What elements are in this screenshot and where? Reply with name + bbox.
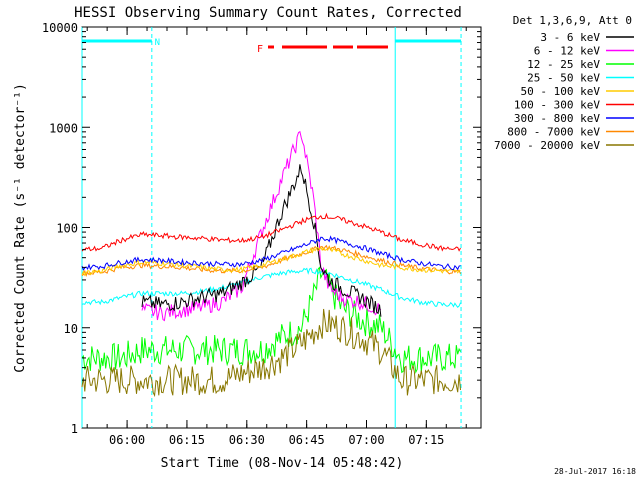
night-marker: N — [155, 38, 160, 48]
legend-label: 100 - 300 keV — [514, 99, 600, 112]
timestamp: 28-Jul-2017 16:18 — [554, 467, 636, 476]
x-tick-label: 06:30 — [229, 433, 265, 447]
x-tick-label: 06:00 — [109, 433, 145, 447]
plot-area: NF — [81, 26, 482, 429]
legend-label: 12 - 25 keV — [527, 58, 600, 71]
series-line-2 — [81, 266, 461, 374]
series-line-5 — [81, 212, 461, 252]
legend-label: 3 - 6 keV — [540, 31, 600, 44]
y-tick-label: 1000 — [49, 121, 78, 135]
series-line-0 — [141, 164, 382, 317]
y-tick-label: 1 — [71, 422, 78, 436]
y-tick-label: 10 — [64, 322, 78, 336]
x-axis-label: Start Time (08-Nov-14 05:48:42) — [161, 456, 404, 471]
legend-label: 7000 - 20000 keV — [494, 139, 600, 152]
series-line-1 — [141, 130, 382, 322]
x-tick-label: 06:45 — [289, 433, 325, 447]
x-axis: 06:00 06:15 06:30 06:45 07:00 07:15 — [86, 27, 467, 447]
series-line-3 — [81, 267, 461, 308]
y-axis: 1 10 100 1000 10000 — [42, 21, 481, 436]
legend-label: 800 - 7000 keV — [507, 126, 600, 139]
flare-marker: F — [257, 44, 263, 55]
series-line-4 — [81, 246, 461, 277]
y-tick-label: 100 — [56, 222, 78, 236]
series-line-6 — [81, 235, 461, 271]
legend-label: 50 - 100 keV — [521, 85, 601, 98]
legend-label: 300 - 800 keV — [514, 112, 600, 125]
x-tick-label: 06:15 — [169, 433, 205, 447]
series-line-7 — [81, 244, 461, 278]
x-tick-label: 07:00 — [348, 433, 384, 447]
series-line-8 — [81, 308, 461, 398]
legend-label: 25 - 50 keV — [527, 72, 600, 85]
x-tick-label: 07:15 — [408, 433, 444, 447]
legend-header: Det 1,3,6,9, Att 0 — [513, 14, 632, 27]
chart-title: HESSI Observing Summary Count Rates, Cor… — [74, 5, 462, 21]
legend-label: 6 - 12 keV — [534, 45, 601, 58]
y-tick-label: 10000 — [42, 21, 78, 35]
y-axis-label: Corrected Count Rate (s⁻¹ detector⁻¹) — [13, 83, 28, 373]
